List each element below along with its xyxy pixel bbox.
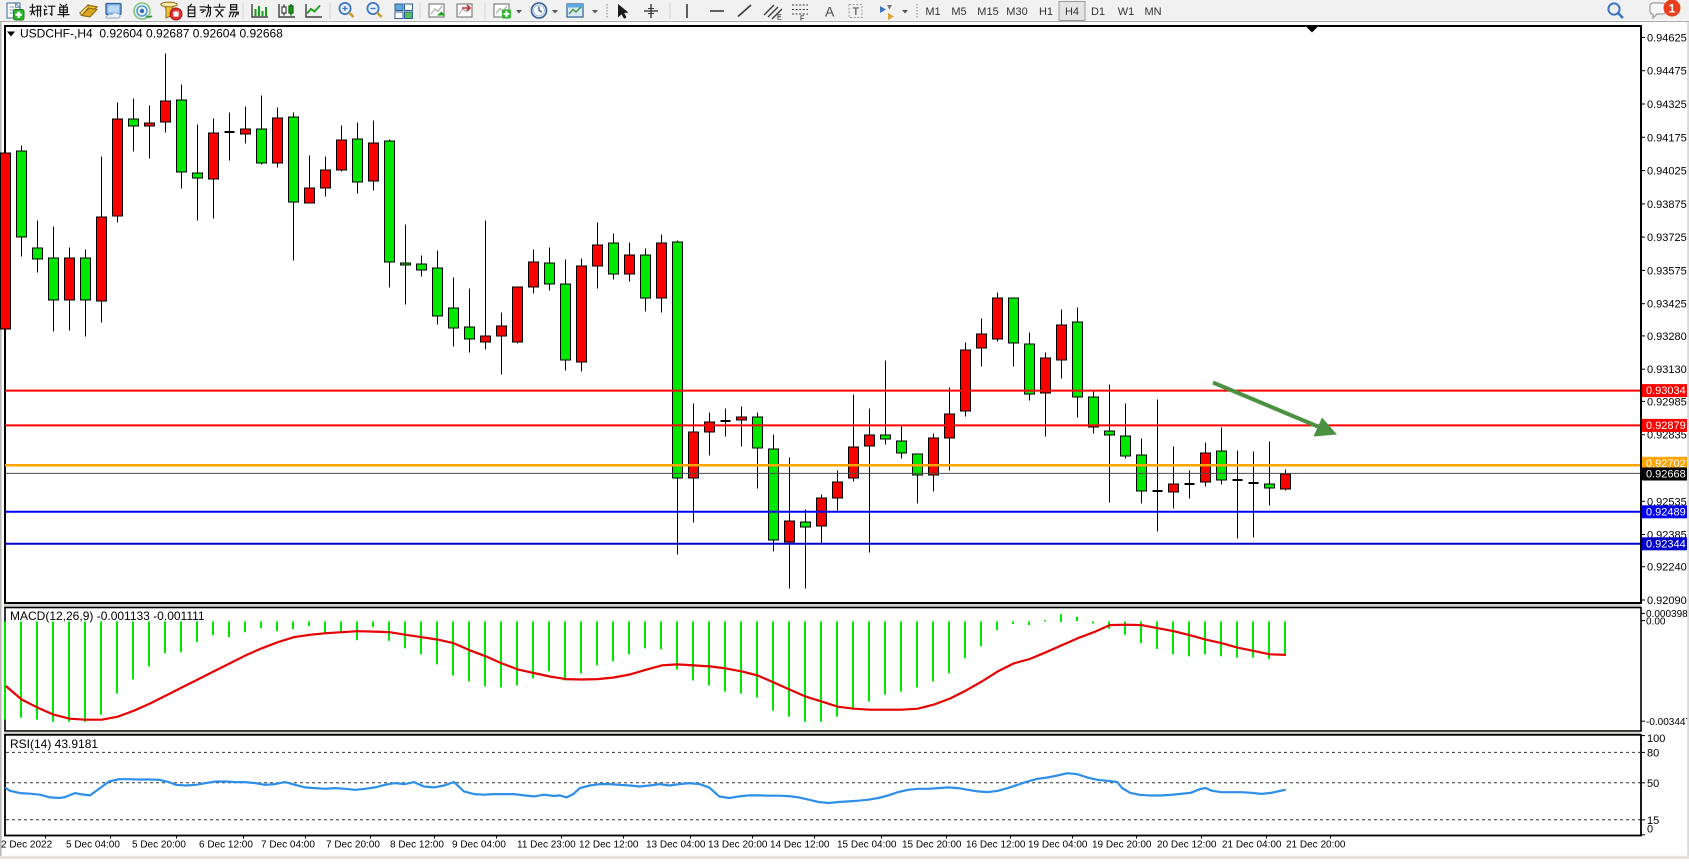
svg-text:11 Dec 23:00: 11 Dec 23:00 [517, 840, 576, 851]
svg-text:0.93280: 0.93280 [1647, 331, 1687, 343]
svg-text:8 Dec 12:00: 8 Dec 12:00 [390, 840, 444, 851]
svg-text:100: 100 [1647, 733, 1665, 745]
svg-text:13 Dec 04:00: 13 Dec 04:00 [646, 840, 706, 851]
svg-text:0.93130: 0.93130 [1647, 364, 1687, 376]
svg-text:M1: M1 [925, 6, 940, 18]
svg-text:A: A [825, 4, 835, 20]
svg-text:2 Dec 2022: 2 Dec 2022 [1, 840, 53, 851]
svg-text:0.92985: 0.92985 [1647, 396, 1687, 408]
svg-text:M30: M30 [1006, 6, 1027, 18]
svg-text:9 Dec 04:00: 9 Dec 04:00 [452, 840, 506, 851]
svg-text:80: 80 [1647, 747, 1659, 759]
svg-text:0.92879: 0.92879 [1646, 420, 1686, 432]
svg-text:5 Dec 04:00: 5 Dec 04:00 [66, 840, 120, 851]
svg-text:-0.003447: -0.003447 [1646, 717, 1689, 728]
svg-text:MACD(12,26,9) -0.001133 -0.001: MACD(12,26,9) -0.001133 -0.001111 [10, 609, 205, 623]
svg-text:5 Dec 20:00: 5 Dec 20:00 [132, 840, 186, 851]
svg-text:16 Dec 12:00: 16 Dec 12:00 [966, 840, 1026, 851]
svg-text:15 Dec 20:00: 15 Dec 20:00 [902, 840, 962, 851]
svg-text:0.94475: 0.94475 [1647, 66, 1687, 78]
svg-text:0.94625: 0.94625 [1647, 32, 1687, 44]
svg-text:1: 1 [1669, 2, 1676, 16]
svg-text:0.92668: 0.92668 [1646, 469, 1686, 481]
svg-text:USDCHF-,H4 0.92604 0.92687 0.: USDCHF-,H4 0.92604 0.92687 0.92604 0.926… [20, 27, 283, 41]
svg-text:13 Dec 20:00: 13 Dec 20:00 [708, 840, 768, 851]
svg-text:21 Dec 04:00: 21 Dec 04:00 [1222, 840, 1282, 851]
svg-text:19 Dec 04:00: 19 Dec 04:00 [1028, 840, 1088, 851]
svg-text:M5: M5 [951, 6, 966, 18]
svg-text:19 Dec 20:00: 19 Dec 20:00 [1092, 840, 1152, 851]
svg-text:15 Dec 04:00: 15 Dec 04:00 [837, 840, 897, 851]
svg-text:MN: MN [1144, 6, 1161, 18]
svg-text:0.00: 0.00 [1646, 616, 1666, 627]
svg-text:M15: M15 [977, 6, 998, 18]
svg-text:7 Dec 04:00: 7 Dec 04:00 [261, 840, 315, 851]
svg-text:0.93725: 0.93725 [1647, 232, 1687, 244]
svg-text:12 Dec 12:00: 12 Dec 12:00 [579, 840, 639, 851]
svg-text:0: 0 [1647, 823, 1653, 835]
svg-text:0.92240: 0.92240 [1647, 562, 1687, 574]
svg-text:20 Dec 12:00: 20 Dec 12:00 [1157, 840, 1217, 851]
svg-text:0.92344: 0.92344 [1646, 538, 1686, 550]
svg-text:50: 50 [1647, 778, 1659, 790]
svg-text:D1: D1 [1091, 6, 1105, 18]
svg-text:F: F [800, 16, 804, 23]
svg-text:0.92489: 0.92489 [1646, 506, 1686, 518]
svg-text:W1: W1 [1118, 6, 1135, 18]
svg-text:21 Dec 20:00: 21 Dec 20:00 [1286, 840, 1346, 851]
svg-text:0.94325: 0.94325 [1647, 99, 1687, 111]
svg-text:0.94025: 0.94025 [1647, 166, 1687, 178]
svg-text:RSI(14) 43.9181: RSI(14) 43.9181 [10, 737, 98, 751]
svg-text:14 Dec 12:00: 14 Dec 12:00 [770, 840, 830, 851]
svg-text:0.93875: 0.93875 [1647, 199, 1687, 211]
svg-text:0.92090: 0.92090 [1647, 595, 1687, 607]
svg-text:7 Dec 20:00: 7 Dec 20:00 [326, 840, 380, 851]
svg-text:H4: H4 [1065, 6, 1079, 18]
svg-text:T: T [853, 6, 860, 18]
svg-text:0.93425: 0.93425 [1647, 299, 1687, 311]
svg-text:0.94175: 0.94175 [1647, 132, 1687, 144]
svg-text:H1: H1 [1039, 6, 1053, 18]
svg-text:E: E [777, 15, 782, 22]
svg-text:0.93575: 0.93575 [1647, 265, 1687, 277]
svg-text:6 Dec 12:00: 6 Dec 12:00 [199, 840, 253, 851]
svg-text:0.93034: 0.93034 [1646, 385, 1686, 397]
